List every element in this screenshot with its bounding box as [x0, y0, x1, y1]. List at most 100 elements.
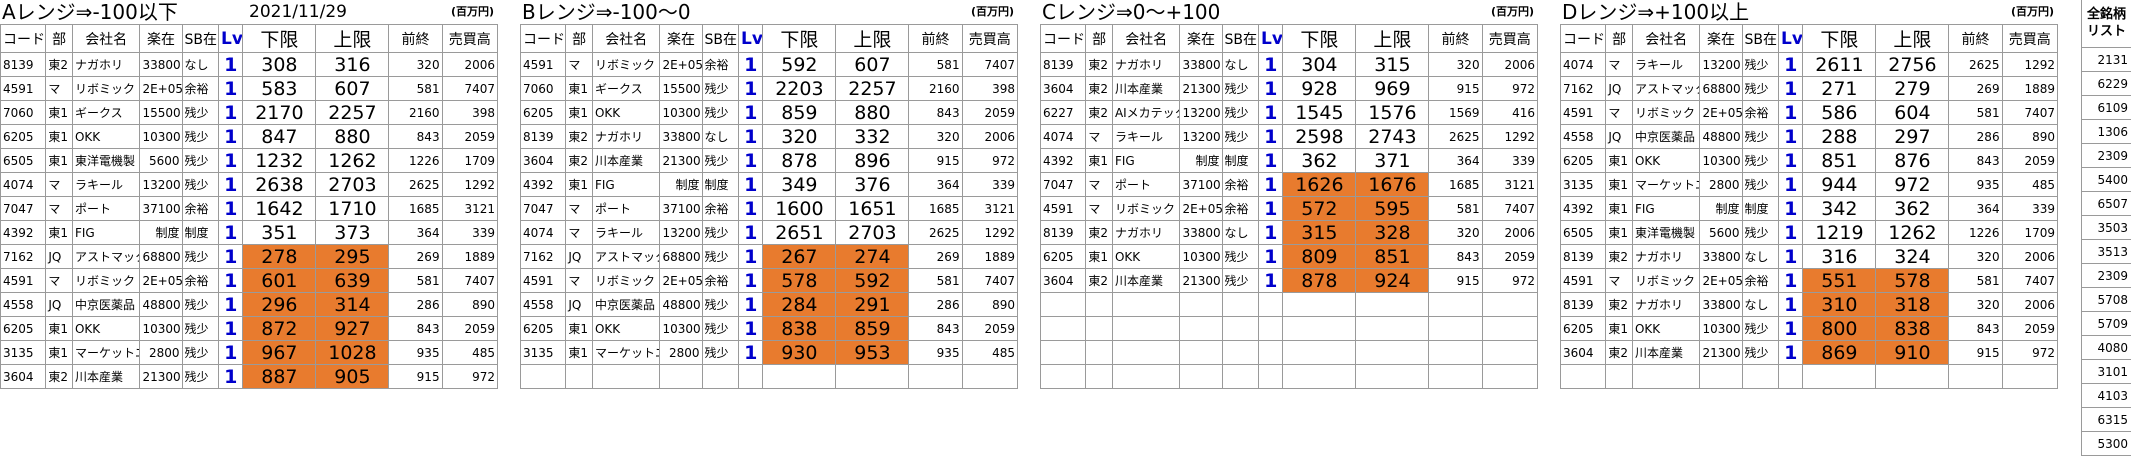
- cell-lending: 68800: [659, 244, 703, 269]
- cell-lending: 13200: [1179, 124, 1223, 149]
- cell-trade: 2006: [1481, 220, 1539, 245]
- cell-lower: 967: [242, 340, 317, 365]
- cell-company: リボミック: [591, 268, 661, 293]
- table-row: 4074 マラキール 13200 残少 1 2651 2703 2625 1292: [519, 220, 1019, 245]
- cell-code: [519, 364, 567, 389]
- cell-trade: [961, 364, 1019, 389]
- cell-lending: 48800: [139, 292, 183, 317]
- table-row: 6205 東1 OKK 10300 残少 1 838 859 843 2059: [519, 316, 1019, 341]
- cell-lv: 1: [1778, 292, 1804, 317]
- cell-lv: 1: [738, 244, 764, 269]
- cell-code: 7162: [1559, 76, 1607, 101]
- header-company: 会社名: [1631, 24, 1701, 53]
- cell-company: 中京医薬品: [591, 292, 661, 317]
- cell-lower: 551: [1802, 268, 1877, 293]
- cell-lv: 1: [1778, 196, 1804, 221]
- cell-code: 4591: [519, 268, 567, 293]
- cell-lending: 2E+05: [139, 76, 183, 101]
- cell-sb: なし: [1221, 220, 1260, 245]
- cell-market: 東2: [1085, 100, 1113, 125]
- cell-sb: 制度: [1741, 196, 1780, 221]
- cell-trade: 972: [441, 364, 499, 389]
- cell-code: 4591: [1559, 268, 1607, 293]
- cell-lv: 1: [218, 148, 244, 173]
- cell-prev: 320: [1428, 220, 1483, 245]
- all-stocks-list-cell: 2131: [2081, 48, 2131, 72]
- cell-lower: [1282, 364, 1357, 389]
- cell-company: ラキール: [71, 172, 141, 197]
- cell-upper: 910: [1875, 340, 1950, 365]
- cell-lower: [1282, 340, 1357, 365]
- header-lower: 下限: [762, 24, 837, 53]
- cell-sb: 余裕: [701, 196, 740, 221]
- cell-trade: [1481, 316, 1539, 341]
- cell-lv: 1: [218, 124, 244, 149]
- all-stocks-list-cell: 2309: [2081, 144, 2131, 168]
- cell-trade: 1889: [961, 244, 1019, 269]
- cell-company: 東洋電機製: [1631, 220, 1701, 245]
- all-stocks-list-cell: 5400: [2081, 168, 2131, 192]
- cell-market: 東1: [1605, 172, 1633, 197]
- all-stocks-list-cell: 2309: [2081, 264, 2131, 288]
- cell-prev: 915: [1428, 76, 1483, 101]
- table-row: [1039, 340, 1539, 365]
- cell-lower: [1282, 292, 1357, 317]
- cell-market: JQ: [565, 292, 593, 317]
- range-table: コード部会社名 楽在 SB在 Lv 下限 上限 前終 売買高 4074 マラキール 13200 残少 1…: [1559, 24, 2059, 389]
- cell-company: リボミック: [1631, 100, 1701, 125]
- cell-company: マーケットエ: [71, 340, 141, 365]
- cell-market: 東1: [565, 340, 593, 365]
- cell-trade: 2006: [2001, 292, 2059, 317]
- table-row: 3604 東2 川本産業 21300 残少 1 928 969 915 972: [1039, 76, 1539, 101]
- cell-code: 3135: [0, 340, 47, 365]
- cell-lower: 308: [242, 52, 317, 77]
- cell-trade: 7407: [441, 268, 499, 293]
- cell-sb: 残少: [1741, 316, 1780, 341]
- cell-lv: 1: [1258, 100, 1284, 125]
- cell-prev: 935: [388, 340, 443, 365]
- cell-market: 東2: [1085, 76, 1113, 101]
- cell-sb: 残少: [181, 244, 220, 269]
- cell-trade: 485: [441, 340, 499, 365]
- cell-market: 東1: [1605, 220, 1633, 245]
- cell-lower: 2611: [1802, 52, 1877, 77]
- cell-lending: 37100: [139, 196, 183, 221]
- cell-trade: 485: [961, 340, 1019, 365]
- header-lending: 楽在: [1699, 24, 1743, 53]
- cell-company: ポート: [1111, 172, 1181, 197]
- cell-trade: 485: [2001, 172, 2059, 197]
- cell-trade: 1709: [441, 148, 499, 173]
- table-row: 4392 東1 FIG 制度 制度 1 362 371 364 339: [1039, 148, 1539, 173]
- cell-lending: 13200: [659, 220, 703, 245]
- cell-upper: 604: [1875, 100, 1950, 125]
- header-lv: Lv: [1258, 24, 1284, 53]
- cell-upper: 953: [835, 340, 910, 365]
- cell-lending: 5600: [1699, 220, 1743, 245]
- table-row: 4074 マラキール 13200 残少 1 2598 2743 2625 1292: [1039, 124, 1539, 149]
- cell-lv: 1: [218, 316, 244, 341]
- cell-market: JQ: [1605, 76, 1633, 101]
- cell-trade: 1292: [2001, 52, 2059, 77]
- cell-lv: [1778, 364, 1804, 389]
- header-trade: 売買高: [441, 24, 499, 53]
- cell-upper: 1651: [835, 196, 910, 221]
- cell-upper: 1262: [1875, 220, 1950, 245]
- cell-sb: 残少: [701, 244, 740, 269]
- cell-code: 3604: [1039, 268, 1087, 293]
- cell-market: マ: [1085, 172, 1113, 197]
- cell-company: ナガホリ: [1111, 52, 1181, 77]
- all-stocks-list-cell: 4103: [2081, 384, 2131, 408]
- cell-upper: 2743: [1355, 124, 1430, 149]
- cell-lower: 928: [1282, 76, 1357, 101]
- cell-lending: 48800: [1699, 124, 1743, 149]
- cell-lending: 33800: [659, 124, 703, 149]
- cell-lv: 1: [738, 340, 764, 365]
- header-prev: 前終: [388, 24, 443, 53]
- cell-upper: 1028: [315, 340, 390, 365]
- all-stocks-list-cell: 6507: [2081, 192, 2131, 216]
- cell-market: マ: [1605, 268, 1633, 293]
- cell-lending: 21300: [1179, 76, 1223, 101]
- cell-prev: 581: [388, 76, 443, 101]
- header-lv: Lv: [218, 24, 244, 53]
- cell-code: [1039, 340, 1087, 365]
